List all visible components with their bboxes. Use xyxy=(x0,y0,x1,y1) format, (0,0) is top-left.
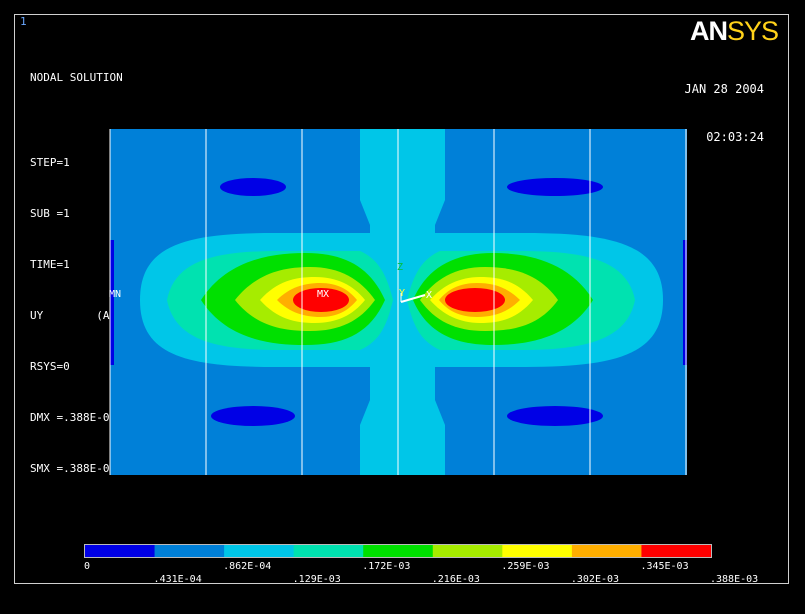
color-legend xyxy=(84,544,712,558)
date-time: JAN 28 2004 02:03:24 xyxy=(685,49,764,177)
legend-swatch-8 xyxy=(571,545,642,557)
legend-swatch-6 xyxy=(432,545,503,557)
element-lines xyxy=(109,129,687,475)
date-label: JAN 28 2004 xyxy=(684,82,764,96)
solution-info: NODAL SOLUTION STEP=1 SUB =1 TIME=1 UY (… xyxy=(30,35,129,511)
band-edge-left xyxy=(110,240,114,365)
window-number: 1 xyxy=(20,15,27,28)
info-line-smx: SMX =.388E-03 xyxy=(30,462,117,475)
legend-label-bottom-4: .302E-03 xyxy=(570,574,620,585)
info-line-title: NODAL SOLUTION xyxy=(30,71,123,84)
legend-swatch-1 xyxy=(85,545,156,557)
axis-label-x: X xyxy=(426,290,432,301)
max-marker: MX xyxy=(317,289,329,300)
band-level-9-right xyxy=(445,288,505,312)
info-line-rsys: RSYS=0 xyxy=(30,360,70,373)
legend-label-bottom-5: .388E-03 xyxy=(710,574,759,585)
legend-swatch-5 xyxy=(363,545,434,557)
info-line-step: STEP=1 xyxy=(30,156,70,169)
ansys-logo: ANSYS xyxy=(689,16,779,46)
graphics-window[interactable]: 1 ANSYS NODAL SOLUTION STEP=1 SUB =1 TIM… xyxy=(14,14,789,585)
contour-plot[interactable]: Z Y X MN MX xyxy=(15,15,788,515)
info-line-time: TIME=1 xyxy=(30,258,70,271)
info-line-dmx: DMX =.388E-03 xyxy=(30,411,117,424)
legend-swatch-7 xyxy=(502,545,573,557)
legend-label-bottom-1: .431E-04 xyxy=(153,574,202,585)
band-lens-bottom-left xyxy=(211,406,295,426)
logo-text-an: AN xyxy=(689,16,728,46)
axis-triad: Z Y X xyxy=(397,262,432,303)
band-lens-bottom-right xyxy=(507,406,603,426)
legend-label-top-5: .345E-03 xyxy=(640,561,689,572)
legend-bar xyxy=(85,545,711,557)
legend-label-top-2: .862E-04 xyxy=(223,561,272,572)
band-edge-right xyxy=(683,240,687,365)
axis-label-z: Z xyxy=(397,262,403,273)
time-label: 02:03:24 xyxy=(706,130,764,144)
info-line-sub: SUB =1 xyxy=(30,207,70,220)
legend-swatch-9 xyxy=(641,545,711,557)
band-level-9 xyxy=(293,288,349,312)
min-marker: MN xyxy=(109,289,121,300)
legend-label-top-3: .172E-03 xyxy=(362,561,411,572)
legend-swatch-3 xyxy=(224,545,295,557)
band-lens-top-right xyxy=(507,178,603,196)
logo-text-sys: SYS xyxy=(726,16,779,46)
legend-label-bottom-2: .129E-03 xyxy=(292,574,341,585)
legend-swatch-2 xyxy=(154,545,225,557)
legend-label-top-1: 0 xyxy=(84,561,91,572)
legend-label-bottom-3: .216E-03 xyxy=(431,574,480,585)
legend-label-top-4: .259E-03 xyxy=(501,561,550,572)
band-lens-top-left xyxy=(220,178,286,196)
axis-label-y: Y xyxy=(399,288,405,299)
legend-swatch-4 xyxy=(293,545,364,557)
triad-x-line xyxy=(400,294,426,303)
